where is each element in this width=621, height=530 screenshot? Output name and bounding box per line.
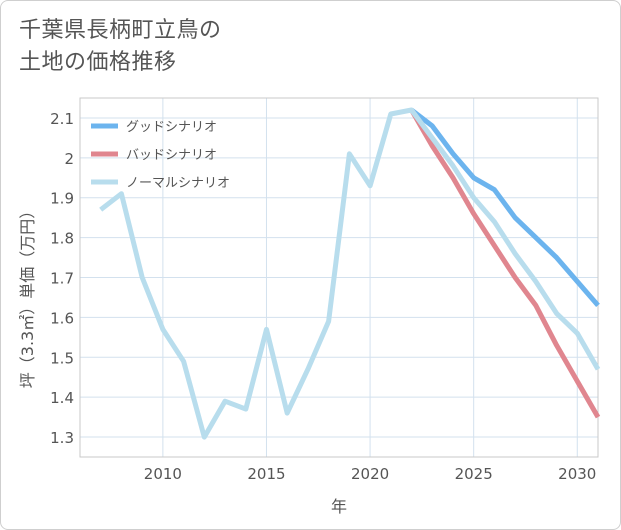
grid — [80, 98, 598, 457]
x-axis-title: 年 — [331, 497, 347, 516]
y-tick-label: 1.3 — [50, 429, 74, 447]
y-axis-ticks: 1.3 1.4 1.5 1.6 1.7 1.8 1.9 2 2.1 — [50, 110, 74, 447]
x-tick-label: 2030 — [558, 465, 596, 483]
y-tick-label: 1.9 — [50, 190, 74, 208]
x-tick-label: 2015 — [247, 465, 285, 483]
series-line — [409, 108, 601, 419]
legend-label: グッドシナリオ — [126, 120, 217, 135]
y-tick-label: 1.6 — [50, 309, 74, 327]
plot-area-border — [79, 97, 599, 458]
series-line — [409, 108, 600, 308]
legend-label: ノーマルシナリオ — [126, 176, 230, 191]
y-tick-label: 1.4 — [50, 389, 74, 407]
x-tick-label: 2010 — [144, 465, 182, 483]
series-lines — [99, 107, 601, 440]
chart-title: 千葉県長柄町立鳥の 土地の価格推移 — [19, 15, 222, 79]
x-tick-label: 2020 — [351, 465, 389, 483]
y-tick-label: 2.1 — [50, 110, 74, 128]
y-tick-label: 2 — [64, 150, 74, 168]
chart-title-line2: 土地の価格推移 — [19, 50, 177, 75]
x-axis-ticks: 2010 2015 2020 2025 2030 — [144, 465, 597, 483]
series-line — [99, 107, 601, 440]
y-axis-title: 坪（3.3㎡）単価（万円） — [18, 203, 37, 388]
legend-label: バッドシナリオ — [126, 148, 217, 163]
plot-border — [79, 97, 599, 458]
y-tick-label: 1.5 — [50, 349, 74, 367]
y-tick-label: 1.8 — [50, 230, 74, 248]
x-tick-label: 2025 — [455, 465, 493, 483]
y-tick-label: 1.7 — [50, 270, 74, 288]
chart-title-line1: 千葉県長柄町立鳥の — [19, 18, 222, 43]
